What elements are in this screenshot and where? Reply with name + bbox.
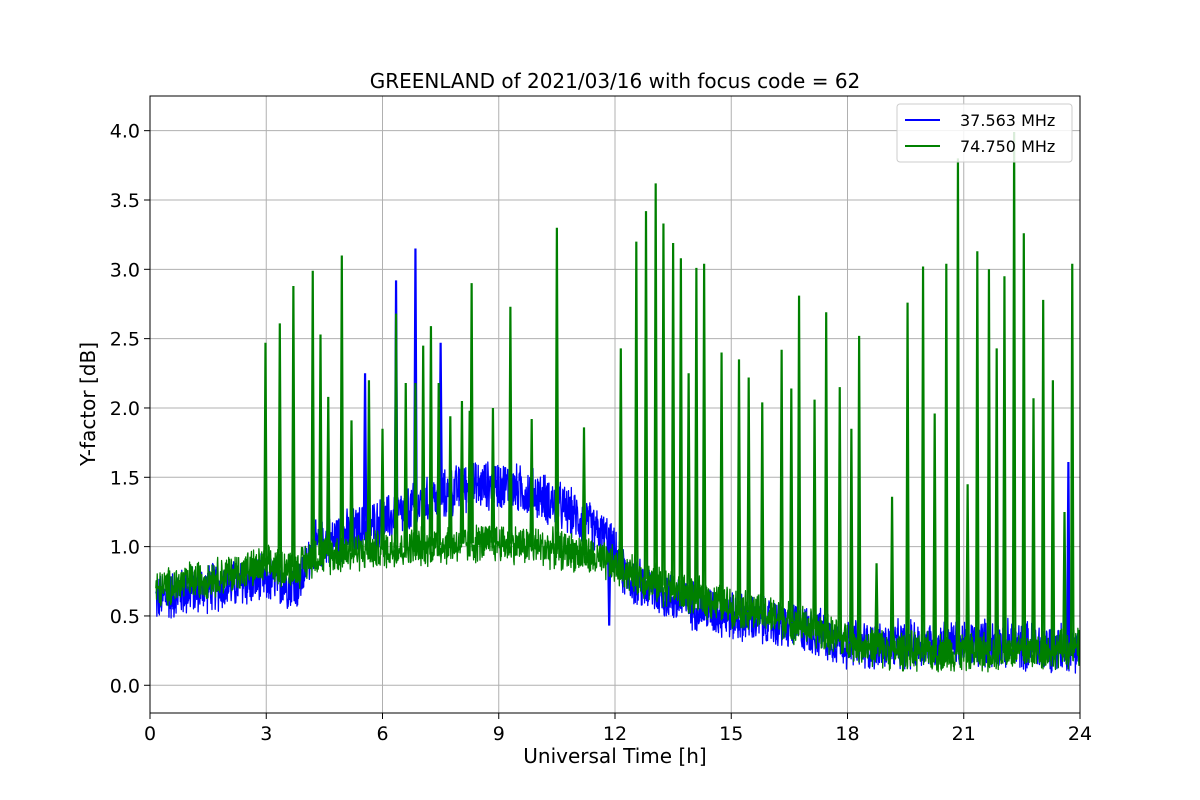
series-2-spike <box>812 399 817 630</box>
series-2-spike <box>490 407 496 543</box>
chart-title: GREENLAND of 2021/03/16 with focus code … <box>370 69 861 93</box>
series-2-spike <box>1050 380 1056 650</box>
series-2-spike <box>380 428 385 550</box>
series-1-spike <box>1066 462 1071 647</box>
series-2-spike <box>420 345 426 547</box>
y-tick-label: 1.5 <box>110 467 140 489</box>
series-2-spike <box>1002 276 1007 651</box>
x-axis: 0 3 6 9 12 15 18 21 24 <box>144 713 1092 745</box>
series-2-spike <box>736 359 742 609</box>
y-tick-label: 4.0 <box>110 121 140 143</box>
series-2-spike <box>849 428 854 642</box>
series-2-spike <box>994 348 999 651</box>
series-2-spike <box>837 387 843 639</box>
series-2-spike <box>856 335 862 644</box>
y-tick-label: 2.0 <box>110 398 140 420</box>
series-2-spike <box>889 496 895 650</box>
series-2-spike <box>719 352 724 604</box>
series-2-spike <box>393 313 399 549</box>
series-2-spike <box>554 227 560 550</box>
series-2-spike <box>1040 299 1046 651</box>
series-2-spike <box>436 383 441 546</box>
series-2-spike <box>920 266 926 652</box>
series-2-spike <box>905 302 910 651</box>
series-2-spike <box>448 416 453 545</box>
series-2-spike <box>263 342 268 567</box>
series-2-spike <box>1021 233 1027 651</box>
x-tick-label: 3 <box>260 723 272 745</box>
series-2-spike <box>746 377 751 611</box>
series-2-spike <box>965 484 970 652</box>
series-2-spike <box>529 419 534 547</box>
legend-label-1: 37.563 MHz <box>960 111 1055 130</box>
series-2-spike <box>318 334 323 556</box>
series-2-spike <box>653 183 658 584</box>
y-tick-label: 0.0 <box>110 675 140 697</box>
y-tick-label: 1.0 <box>110 537 140 559</box>
x-tick-label: 24 <box>1068 723 1092 745</box>
y-axis-label: Y-factor [dB] <box>76 342 100 467</box>
x-tick-label: 21 <box>952 723 976 745</box>
series-line-2 <box>155 524 1080 673</box>
series-2-spike <box>1069 263 1075 649</box>
legend: 37.563 MHz 74.750 MHz <box>896 103 1073 163</box>
series-2-spike <box>1011 132 1017 651</box>
series-2-spike <box>403 383 409 548</box>
series-2-spike <box>469 283 474 544</box>
series-2-spike <box>366 380 372 551</box>
series-2-spike <box>325 396 331 555</box>
gridlines <box>149 96 1081 713</box>
series-2-spike <box>291 285 296 568</box>
series-2-spike <box>789 388 794 623</box>
series-2-spike <box>874 563 879 648</box>
series-2-spike <box>955 158 961 652</box>
series-2-spike <box>779 349 784 620</box>
y-tick-label: 2.5 <box>110 329 140 351</box>
x-tick-label: 12 <box>603 723 627 745</box>
series-2-spike <box>459 401 465 544</box>
series-2-spike <box>428 326 434 546</box>
y-tick-label: 3.0 <box>110 259 140 281</box>
series-2-spike <box>339 255 345 553</box>
series-2-spike <box>1062 511 1067 649</box>
series-2-spike <box>581 427 587 555</box>
series-2-spike <box>670 242 676 589</box>
y-tick-label: 0.5 <box>110 606 140 628</box>
series-2-spike <box>643 211 649 580</box>
series-2-spike <box>944 263 949 652</box>
plot-area <box>155 132 1080 674</box>
series-2-spike <box>678 258 684 592</box>
x-tick-label: 0 <box>144 723 156 745</box>
x-tick-label: 18 <box>835 723 859 745</box>
x-tick-label: 6 <box>376 723 388 745</box>
x-axis-label: Universal Time [h] <box>523 744 706 768</box>
series-2-spike <box>618 348 624 569</box>
series-2-spike <box>508 306 513 544</box>
series-2-spike <box>796 295 802 625</box>
series-1-spike <box>362 373 368 528</box>
series-2-spike <box>661 223 666 586</box>
series-2-spike <box>823 312 829 634</box>
series-2-spike <box>349 420 354 552</box>
x-tick-label: 15 <box>719 723 743 745</box>
legend-box <box>896 103 1073 163</box>
series-2-spike <box>694 267 699 597</box>
series-2-spike <box>310 270 316 557</box>
series-2-spike <box>413 383 418 548</box>
series-2-spike <box>986 269 992 652</box>
series-2-spike <box>932 413 937 652</box>
series-2-spike <box>686 373 691 594</box>
series-2-spike <box>634 241 639 576</box>
series-2-spike <box>975 251 980 652</box>
legend-label-2: 74.750 MHz <box>960 137 1055 156</box>
y-tick-label: 3.5 <box>110 190 140 212</box>
series-2-spike <box>701 263 707 599</box>
series-2-spike <box>759 402 765 615</box>
series-2-spike <box>1031 398 1036 651</box>
x-tick-label: 9 <box>493 723 505 745</box>
series-2-spike <box>277 323 283 567</box>
y-axis: 0.0 0.5 1.0 1.5 2.0 2.5 3.0 3.5 4.0 <box>110 121 150 697</box>
